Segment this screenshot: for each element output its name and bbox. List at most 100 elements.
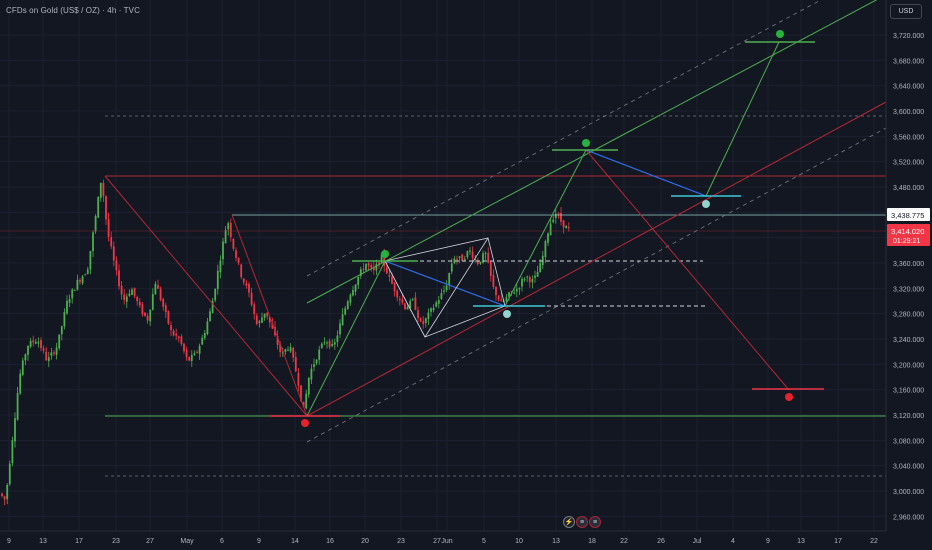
candle-body bbox=[216, 270, 219, 290]
candle-body bbox=[245, 283, 248, 286]
candle-body bbox=[27, 345, 29, 355]
candle-body bbox=[287, 349, 289, 351]
us-flag-icon[interactable]: ≡ bbox=[576, 516, 588, 528]
green-projection-path bbox=[306, 41, 780, 417]
candle-body bbox=[284, 349, 287, 352]
candle-body bbox=[24, 354, 27, 361]
candle-body bbox=[63, 311, 66, 327]
candle-body bbox=[170, 325, 172, 330]
candle-body bbox=[19, 373, 22, 394]
bottom-icon-group: ⚡ ≡ ≡ bbox=[563, 516, 601, 528]
candle-body bbox=[203, 333, 206, 339]
candle-body bbox=[526, 276, 529, 278]
candle-body bbox=[476, 260, 479, 265]
candle-body bbox=[159, 288, 162, 300]
candle-body bbox=[380, 254, 383, 263]
candle-body bbox=[157, 285, 159, 289]
candle-body bbox=[383, 253, 386, 266]
candle-body bbox=[6, 484, 9, 500]
candle-body bbox=[328, 340, 331, 348]
time-axis-tick-label: 5 bbox=[482, 538, 486, 545]
candle-body bbox=[248, 284, 250, 293]
candle-body bbox=[513, 292, 516, 294]
candle-body bbox=[133, 287, 136, 296]
candle-body bbox=[68, 299, 71, 303]
currency-button[interactable]: USD bbox=[890, 4, 922, 19]
price-axis-tick-label: 3,480.000 bbox=[893, 185, 924, 192]
candle-body bbox=[437, 300, 440, 304]
candle-body bbox=[544, 241, 547, 258]
candle-body bbox=[419, 318, 422, 322]
candle-body bbox=[349, 294, 352, 303]
us-flag-icon-2[interactable]: ≡ bbox=[589, 516, 601, 528]
candle-body bbox=[305, 393, 308, 409]
candle-body bbox=[16, 393, 19, 420]
candle-body bbox=[357, 277, 360, 286]
time-axis-tick-label: 13 bbox=[39, 538, 47, 545]
candle-body bbox=[97, 196, 100, 218]
candle-body bbox=[346, 301, 349, 309]
candle-body bbox=[471, 251, 474, 259]
candle-body bbox=[99, 182, 102, 198]
candle-body bbox=[362, 268, 365, 270]
candle-body bbox=[326, 342, 328, 344]
candle-body bbox=[541, 255, 544, 266]
time-axis-tick-label: 27 bbox=[433, 538, 441, 545]
candle-body bbox=[128, 293, 131, 296]
price-axis-tick-label: 3,040.000 bbox=[893, 464, 924, 471]
candle-body bbox=[422, 321, 425, 325]
candle-body bbox=[440, 293, 443, 300]
candle-body bbox=[500, 299, 503, 302]
flash-icon[interactable]: ⚡ bbox=[563, 516, 575, 528]
candle-body bbox=[365, 263, 367, 271]
candle-body bbox=[469, 250, 471, 252]
candle-body bbox=[279, 343, 282, 353]
candle-body bbox=[430, 308, 432, 312]
time-axis-tick-label: 18 bbox=[588, 538, 596, 545]
candle-body bbox=[409, 300, 412, 309]
candle-body bbox=[515, 288, 518, 292]
price-axis-tick-label: 3,120.000 bbox=[893, 413, 924, 420]
candle-body bbox=[310, 368, 313, 380]
candle-body bbox=[271, 322, 274, 329]
candle-body bbox=[175, 333, 178, 336]
time-axis-tick-label: 16 bbox=[326, 538, 334, 545]
candle-body bbox=[398, 298, 401, 300]
candle-body bbox=[141, 304, 144, 315]
candle-body bbox=[456, 258, 458, 260]
price-label-bg-white bbox=[887, 208, 930, 221]
candle-body bbox=[188, 356, 191, 361]
time-axis-tick-label: 23 bbox=[112, 538, 120, 545]
candle-body bbox=[107, 218, 110, 238]
marker-dot bbox=[785, 393, 793, 401]
candle-body bbox=[489, 261, 492, 276]
candle-body bbox=[393, 282, 396, 292]
time-axis-tick-label: 4 bbox=[731, 538, 735, 545]
time-axis-tick-label: 13 bbox=[797, 538, 805, 545]
marker-dot bbox=[503, 310, 511, 318]
candle-body bbox=[261, 317, 263, 323]
time-axis-tick-label: Jun bbox=[441, 538, 452, 545]
candle-body bbox=[508, 292, 510, 297]
candle-body bbox=[92, 232, 94, 252]
price-axis-tick-label: 3,240.000 bbox=[893, 337, 924, 344]
time-axis-bg bbox=[0, 531, 932, 550]
candle-body bbox=[391, 276, 393, 284]
candle-body bbox=[81, 276, 84, 284]
candle-body bbox=[136, 297, 139, 302]
price-label-pattern-top: 3,438.775 bbox=[891, 211, 924, 220]
candle-body bbox=[315, 359, 318, 364]
candle-body bbox=[333, 342, 336, 345]
candle-body bbox=[185, 350, 188, 358]
candle-body bbox=[557, 213, 560, 215]
candle-body bbox=[354, 284, 357, 292]
red-diagonal-left bbox=[104, 175, 308, 417]
blue-leg-1 bbox=[384, 260, 506, 307]
candle-body bbox=[266, 312, 269, 317]
candle-body bbox=[487, 253, 490, 263]
candle-body bbox=[138, 301, 141, 306]
candle-body bbox=[323, 342, 326, 344]
time-axis-tick-label: 14 bbox=[291, 538, 299, 545]
candle-body bbox=[154, 283, 157, 295]
